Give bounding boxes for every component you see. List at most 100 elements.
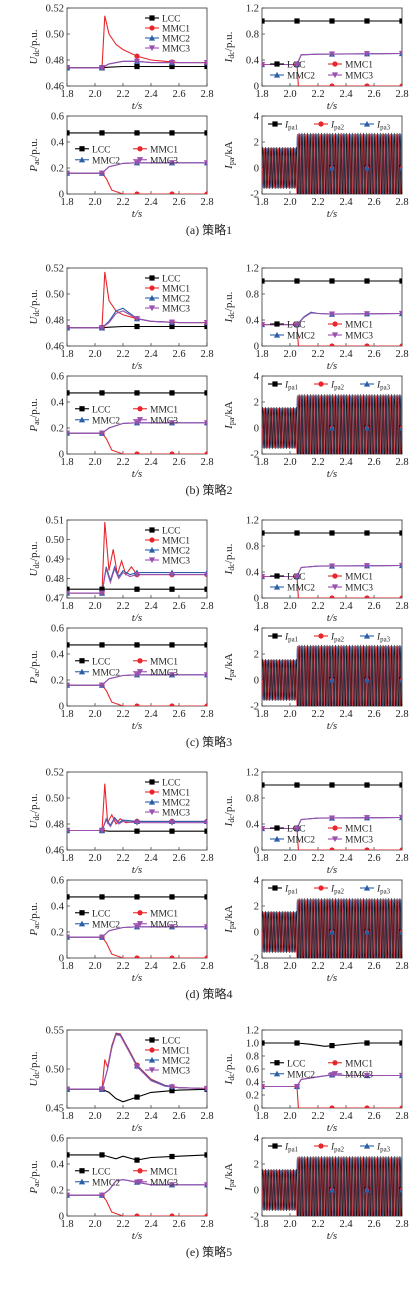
series-marker-MMC3 — [168, 420, 176, 426]
series-marker-MMC3 — [203, 320, 207, 326]
legend-marker — [363, 120, 371, 127]
series-marker-MMC3 — [168, 572, 176, 578]
series-marker-MMC3 — [67, 170, 71, 177]
legend-marker — [272, 633, 278, 639]
x-tick-label-5: 2.8 — [200, 601, 213, 612]
series-marker-LCC — [134, 130, 140, 136]
legend-label-MMC3: MMC3 — [162, 45, 190, 55]
series-marker-MMC3 — [98, 325, 106, 331]
x-tick-label-5: 2.8 — [395, 1219, 408, 1230]
y-tick-label-3: 0.6 — [51, 1134, 64, 1145]
y-tick-label-2: 2 — [254, 650, 259, 661]
chart-2-1: 1.8 2.0 2.2 2.4 2.6 2.8 0 0.4 0.8 1.2 t/s Idc/p.u. L… — [223, 516, 409, 625]
x-tick-label-1: 2.0 — [283, 1219, 296, 1230]
series-line-I_pa2 — [262, 1157, 402, 1216]
x-tick-label-0: 1.8 — [255, 1219, 268, 1230]
series-marker-LCC — [134, 642, 140, 648]
series-marker-MMC1 — [364, 595, 370, 598]
legend-label-MMC3: MMC3 — [345, 1070, 373, 1080]
series-marker-MMC3 — [168, 1182, 176, 1188]
x-tick-label-0: 1.8 — [255, 457, 268, 468]
y-tick-label-3: 4 — [254, 372, 260, 383]
series-marker-MMC3 — [363, 815, 371, 821]
x-tick-label-0: 1.8 — [60, 349, 73, 360]
series-marker-MMC1 — [169, 191, 175, 194]
y-tick-label-3: 0.50 — [46, 535, 64, 546]
plot-frame — [261, 1029, 403, 1109]
legend-label-MMC1: MMC1 — [150, 405, 178, 415]
y-tick-label-1: 0.2 — [51, 1186, 64, 1197]
y-tick-label-0: 0 — [59, 450, 64, 461]
legend-label-LCC: LCC — [162, 275, 180, 285]
series-marker-LCC — [204, 1152, 207, 1158]
x-tick-label-5: 2.8 — [395, 89, 408, 100]
series-marker-MMC3 — [398, 814, 402, 821]
series-marker-LCC — [134, 63, 140, 70]
legend-label-I_pa1: Ipa1 — [284, 1143, 298, 1154]
series-marker-LCC — [294, 1040, 300, 1046]
legend-marker — [363, 632, 371, 639]
legend-label-MMC2: MMC2 — [162, 295, 190, 305]
series-marker-MMC3 — [133, 58, 141, 65]
legend-marker — [149, 537, 155, 543]
x-tick-label-5: 2.8 — [395, 349, 408, 360]
series-marker-LCC — [134, 1094, 140, 1100]
legend-marker — [272, 1143, 278, 1149]
series-marker-MMC3 — [67, 65, 71, 71]
x-tick-label-3: 2.4 — [144, 601, 158, 612]
series-marker-LCC — [169, 828, 175, 834]
y-tick-label-0: 0.45 — [46, 1104, 64, 1115]
legend-marker — [136, 1179, 144, 1185]
x-tick-label-0: 1.8 — [60, 709, 73, 720]
y-axis-label: Pac/p.u. — [28, 398, 41, 433]
x-tick-label-0: 1.8 — [255, 601, 268, 612]
series-marker-LCC — [262, 782, 265, 788]
legend-marker — [332, 573, 338, 579]
series-marker-MMC1 — [364, 343, 370, 346]
legend-label-LCC: LCC — [162, 527, 180, 537]
x-tick-label-0: 1.8 — [60, 457, 73, 468]
legend-marker — [332, 61, 338, 67]
legend-marker — [274, 321, 280, 327]
x-tick-label-5: 2.8 — [395, 853, 408, 864]
series-marker-MMC1 — [399, 343, 402, 346]
legend-marker — [78, 1178, 86, 1185]
series-marker-MMC3 — [133, 1064, 141, 1070]
x-tick-label-2: 2.2 — [311, 349, 324, 360]
series-marker-MMC3 — [203, 160, 207, 166]
series-marker-LCC — [364, 278, 370, 284]
legend-label-LCC: LCC — [287, 1059, 305, 1069]
legend-marker — [331, 584, 339, 591]
series-marker-I_pa3 — [398, 1186, 402, 1193]
y-tick-label-2: 0.4 — [246, 1078, 260, 1089]
chart-1-0: 1.8 2.0 2.2 2.4 2.6 2.8 0.46 0.48 0.50 0.52 t/s Udc… — [28, 264, 214, 373]
chart-3-3: 1.8 2.0 2.2 2.4 2.6 2.8 -2 0 2 4 t/s Ipa/kA Ipa1 Ipa2… — [223, 876, 409, 985]
y-tick-label-1: 0.2 — [246, 1091, 259, 1102]
legend-label-MMC1: MMC1 — [150, 1167, 178, 1177]
legend: Ipa1 Ipa2 Ipa3 — [268, 1143, 391, 1154]
x-tick-label-4: 2.6 — [367, 349, 380, 360]
legend-marker — [149, 779, 155, 785]
series-marker-MMC3 — [67, 1192, 71, 1199]
series-marker-LCC — [294, 782, 300, 788]
legend-marker — [272, 885, 278, 891]
legend-marker — [273, 71, 281, 78]
y-axis-label: Idc/p.u. — [223, 543, 236, 575]
legend-marker — [331, 836, 339, 843]
legend-label-I_pa1: Ipa1 — [284, 121, 298, 132]
y-tick-label-3: 4 — [254, 876, 260, 887]
x-tick-label-2: 2.2 — [311, 89, 324, 100]
legend-marker — [149, 789, 155, 795]
x-axis-label: t/s — [327, 864, 337, 876]
y-tick-label-2: 0.4 — [51, 1160, 65, 1171]
legend-marker — [363, 1142, 371, 1149]
legend-label-MMC2: MMC2 — [92, 668, 120, 678]
series-marker-MMC3 — [203, 924, 207, 930]
y-tick-label-0: 0 — [59, 190, 64, 201]
x-tick-label-0: 1.8 — [255, 961, 268, 972]
series-line-I_pa2 — [262, 395, 402, 454]
legend-label-LCC: LCC — [92, 657, 110, 667]
y-axis-label: Ipa/kA — [223, 141, 236, 170]
